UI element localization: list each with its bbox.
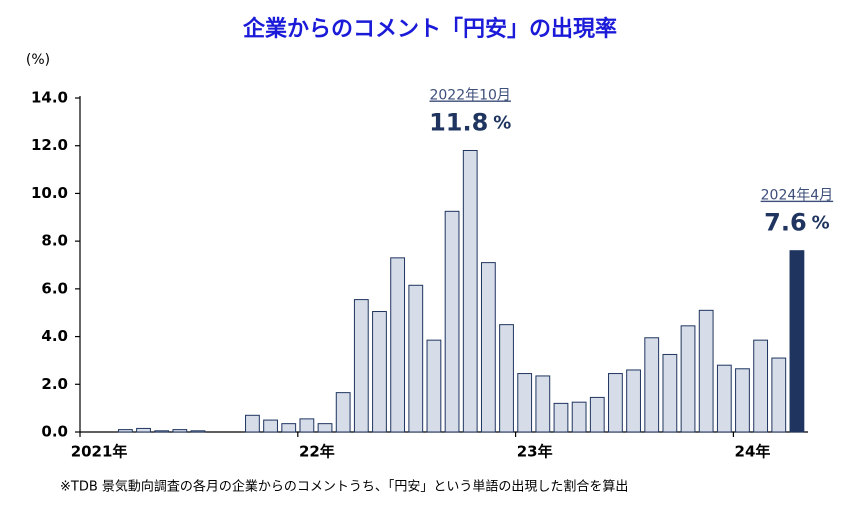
bar <box>372 311 387 433</box>
bar <box>680 325 696 433</box>
y-tick-label: 2.0 <box>41 375 68 393</box>
bar <box>480 262 496 433</box>
bar <box>662 353 678 433</box>
bar <box>608 373 623 433</box>
y-tick-label: 14.0 <box>31 89 68 107</box>
bar <box>117 429 133 433</box>
y-tick-label: 6.0 <box>41 279 68 297</box>
bar <box>353 299 369 433</box>
bar <box>317 423 333 433</box>
value-unit: % <box>493 112 511 133</box>
y-tick-label: 0.0 <box>41 423 68 441</box>
x-tick-label: 2021年 <box>71 443 128 461</box>
bar <box>771 357 787 433</box>
value-number: 11.8 <box>429 108 488 136</box>
bar <box>626 369 641 433</box>
footnote: ※TDB 景気動向調査の各月の企業からのコメントうち、「円安」という単語の出現し… <box>60 479 628 495</box>
bar <box>462 149 478 433</box>
bar <box>245 414 260 433</box>
bar <box>136 427 151 433</box>
bar <box>281 423 297 433</box>
bar <box>444 210 460 433</box>
bar <box>571 401 587 433</box>
y-tick-label: 8.0 <box>41 232 68 250</box>
bar <box>408 284 424 433</box>
bar <box>426 339 442 433</box>
date-label: 2022年10月 <box>429 87 510 103</box>
bar <box>172 429 188 433</box>
chart-title: 企業からのコメント「円安」の出現率 <box>242 16 617 42</box>
y-unit-label: (%) <box>26 52 50 68</box>
value-label: 11.8% <box>429 108 511 136</box>
bar <box>589 396 605 433</box>
y-tick-label: 10.0 <box>31 184 68 202</box>
bar <box>698 309 714 433</box>
value-label: 7.6% <box>764 209 830 237</box>
bar <box>390 257 406 433</box>
bar <box>517 373 533 433</box>
bar <box>299 418 315 433</box>
bar <box>553 402 569 433</box>
bar <box>735 368 750 433</box>
bar <box>499 324 514 433</box>
x-tick-label: 24年 <box>735 443 771 461</box>
bar <box>154 430 170 433</box>
value-unit: % <box>812 213 830 234</box>
date-label: 2024年4月 <box>761 188 834 204</box>
y-tick-label: 4.0 <box>41 327 68 345</box>
bar <box>535 375 551 433</box>
x-tick-label: 23年 <box>517 443 553 461</box>
bar <box>716 364 732 433</box>
bar <box>753 339 769 433</box>
bar <box>190 430 206 433</box>
x-tick-label: 22年 <box>299 443 335 461</box>
bar <box>263 419 278 433</box>
bar <box>335 392 351 433</box>
bar <box>644 337 660 433</box>
y-tick-label: 12.0 <box>31 136 68 154</box>
bar <box>789 250 805 433</box>
value-number: 7.6 <box>764 209 807 237</box>
